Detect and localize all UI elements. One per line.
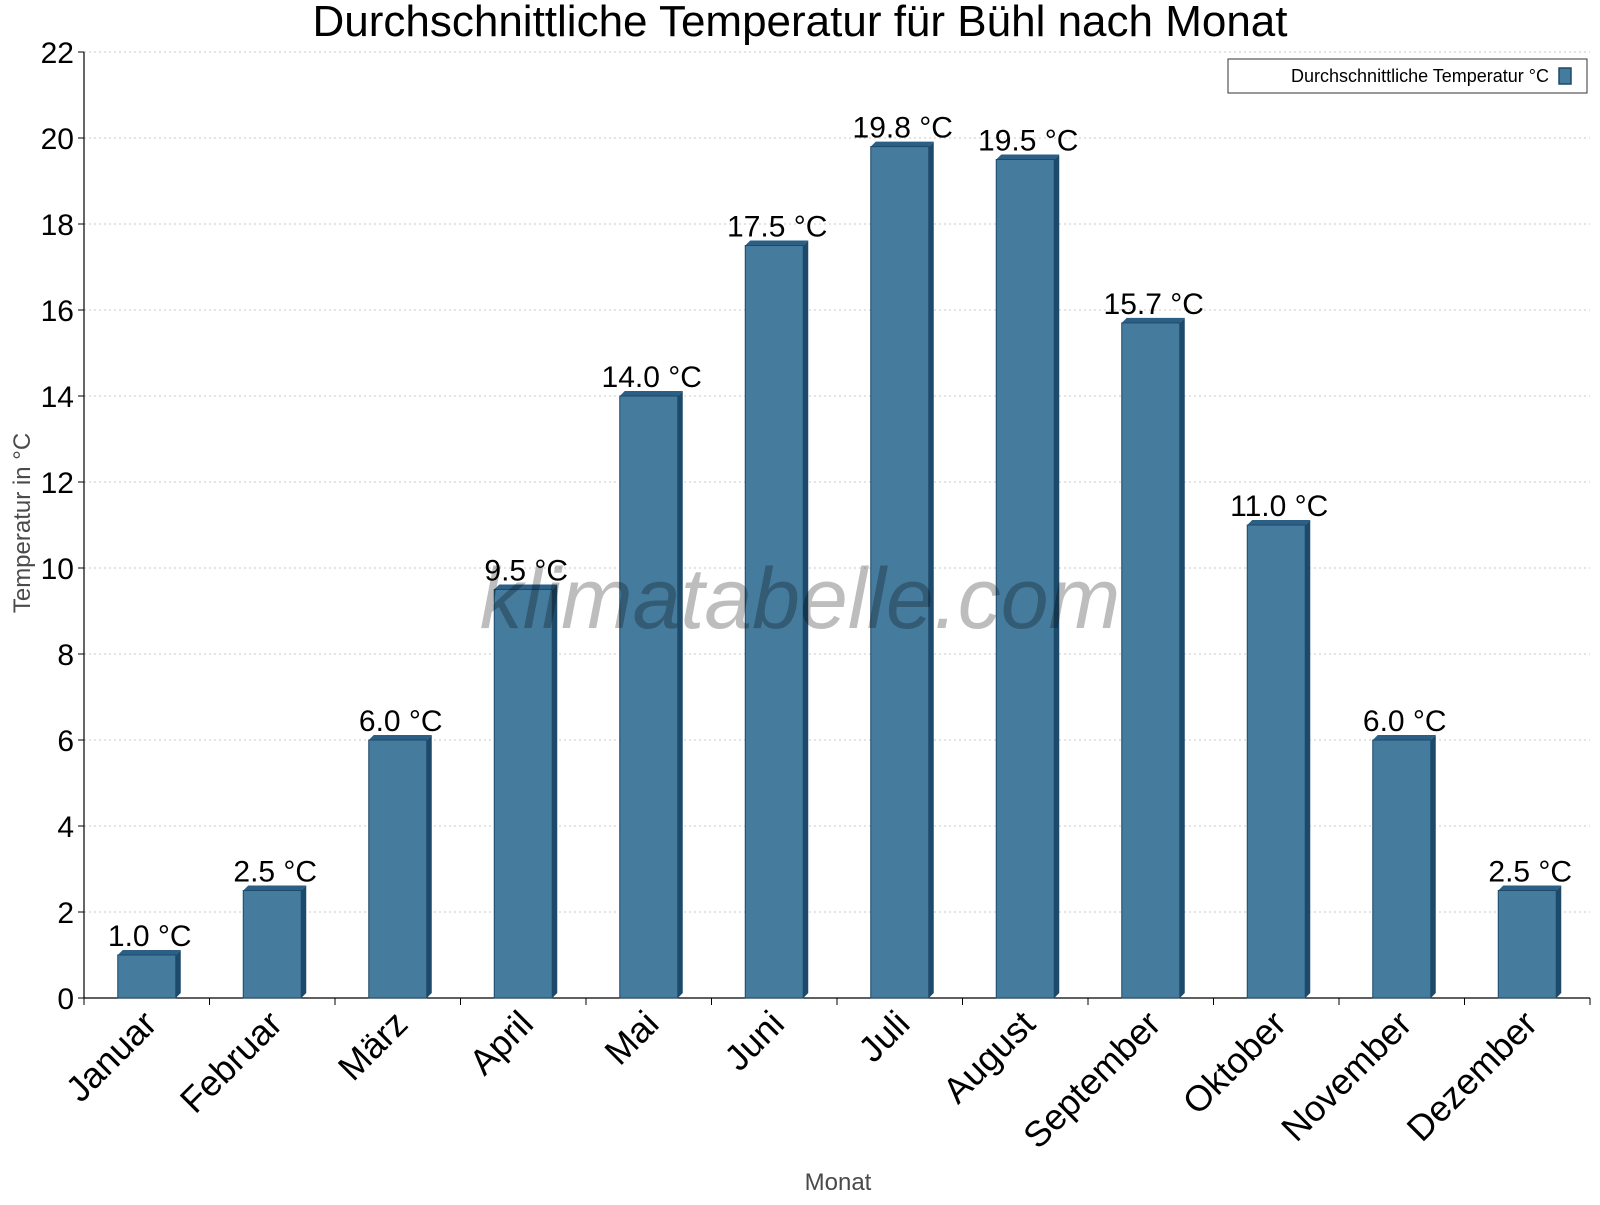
bar-9 <box>1121 317 1185 999</box>
x-tick-label: Oktober <box>1174 1003 1294 1123</box>
y-tick-label: 18 <box>41 209 74 242</box>
value-label: 6.0 °C <box>359 705 443 738</box>
legend-box <box>1227 58 1588 94</box>
bar-front <box>368 739 428 999</box>
bar-top <box>1121 317 1185 323</box>
bar-1 <box>117 950 181 999</box>
bar-side <box>552 584 558 998</box>
watermark-text: klimatabelle.com <box>480 551 1120 647</box>
bar-side <box>1305 520 1311 998</box>
bar-top <box>1498 885 1562 891</box>
bar-7 <box>870 141 934 999</box>
y-tick-label: 14 <box>41 381 74 414</box>
bar-top <box>745 240 809 246</box>
bar-front <box>117 954 177 999</box>
x-tick-label: September <box>1015 1003 1169 1157</box>
bar-side <box>1430 735 1436 998</box>
x-axis-title: Monat <box>805 1169 872 1196</box>
chart-title: Durchschnittliche Temperatur für Bühl na… <box>312 0 1287 46</box>
bar-top <box>1372 735 1436 740</box>
bar-side <box>1179 317 1185 998</box>
bar-side <box>301 885 307 998</box>
bar-3 <box>368 735 432 999</box>
gridlines <box>84 51 1590 913</box>
bar-front <box>1246 524 1306 999</box>
bar-side <box>426 735 432 998</box>
value-labels: 1.0 °C 2.5 °C 6.0 °C 9.5 °C 14.0 °C 17.5 °C 19… <box>108 112 1572 953</box>
bar-top <box>494 584 558 590</box>
x-tick-label: April <box>461 1003 541 1083</box>
x-tick-label: Dezember <box>1398 1003 1544 1149</box>
bar-6 <box>744 240 809 999</box>
value-label: 6.0 °C <box>1363 705 1447 738</box>
y-tick-label: 4 <box>57 811 74 844</box>
y-axis-title: Temperatur in °C <box>9 433 36 613</box>
y-tick-label: 22 <box>41 37 74 70</box>
y-tick-label: 12 <box>41 467 74 500</box>
value-label: 11.0 °C <box>1230 490 1328 523</box>
legend-swatch <box>1558 67 1572 85</box>
bar-5 <box>619 391 683 999</box>
y-tick-label: 8 <box>57 639 74 672</box>
bar-top <box>368 735 432 740</box>
bar-top <box>243 885 307 891</box>
bar-front <box>242 890 302 999</box>
value-label: 17.5 °C <box>727 211 827 244</box>
y-tick-label: 6 <box>57 725 74 758</box>
bar-8 <box>995 154 1060 999</box>
y-tick-label: 2 <box>57 897 74 930</box>
bar-front <box>744 245 804 999</box>
bar-front <box>1121 322 1181 999</box>
bar-top <box>619 391 683 396</box>
y-tick-label: 16 <box>41 295 74 328</box>
bar-11 <box>1372 735 1436 999</box>
y-tick-label: 0 <box>57 983 74 1016</box>
bar-side <box>175 950 181 998</box>
legend-label: Durchschnittliche Temperatur °C <box>1291 66 1549 86</box>
bar-front <box>1372 739 1432 999</box>
bar-side <box>1054 154 1060 998</box>
value-label: 2.5 °C <box>1488 856 1572 889</box>
bar-10 <box>1246 520 1311 999</box>
bar-side <box>928 141 934 999</box>
value-label: 15.7 °C <box>1104 288 1204 321</box>
x-tick-label: März <box>330 1003 416 1089</box>
value-label: 2.5 °C <box>233 856 317 889</box>
x-tick-label: Februar <box>172 1003 290 1121</box>
bar-side <box>677 391 683 998</box>
value-label: 1.0 °C <box>108 920 192 953</box>
x-tick-label: Mai <box>596 1003 666 1073</box>
legend: Durchschnittliche Temperatur °C <box>1227 58 1588 94</box>
x-tick-label: November <box>1273 1003 1419 1149</box>
bar-front <box>493 589 553 999</box>
bar-side <box>1556 885 1562 998</box>
value-label: 19.5 °C <box>978 125 1078 158</box>
x-tick-label: August <box>935 1003 1043 1111</box>
bars <box>117 141 1562 999</box>
bar-top <box>1247 520 1311 525</box>
bar-4 <box>493 584 558 999</box>
x-tick-label: Januar <box>58 1003 165 1110</box>
bar-top <box>117 950 181 955</box>
bar-front <box>995 159 1055 999</box>
x-tick-label: Juni <box>716 1003 792 1079</box>
bar-2 <box>242 885 307 999</box>
bar-12 <box>1497 885 1562 999</box>
y-tick-label: 20 <box>41 123 74 156</box>
y-tick-label: 10 <box>41 553 74 586</box>
bar-front <box>619 395 679 999</box>
bar-side <box>803 240 809 998</box>
x-tick-label: Juli <box>850 1003 917 1070</box>
value-label: 19.8 °C <box>853 112 953 145</box>
bar-top <box>996 154 1060 160</box>
bar-front <box>870 146 930 999</box>
bar-front <box>1497 890 1557 999</box>
value-label: 14.0 °C <box>602 361 702 394</box>
bar-top <box>870 141 934 147</box>
value-label: 9.5 °C <box>484 555 568 588</box>
